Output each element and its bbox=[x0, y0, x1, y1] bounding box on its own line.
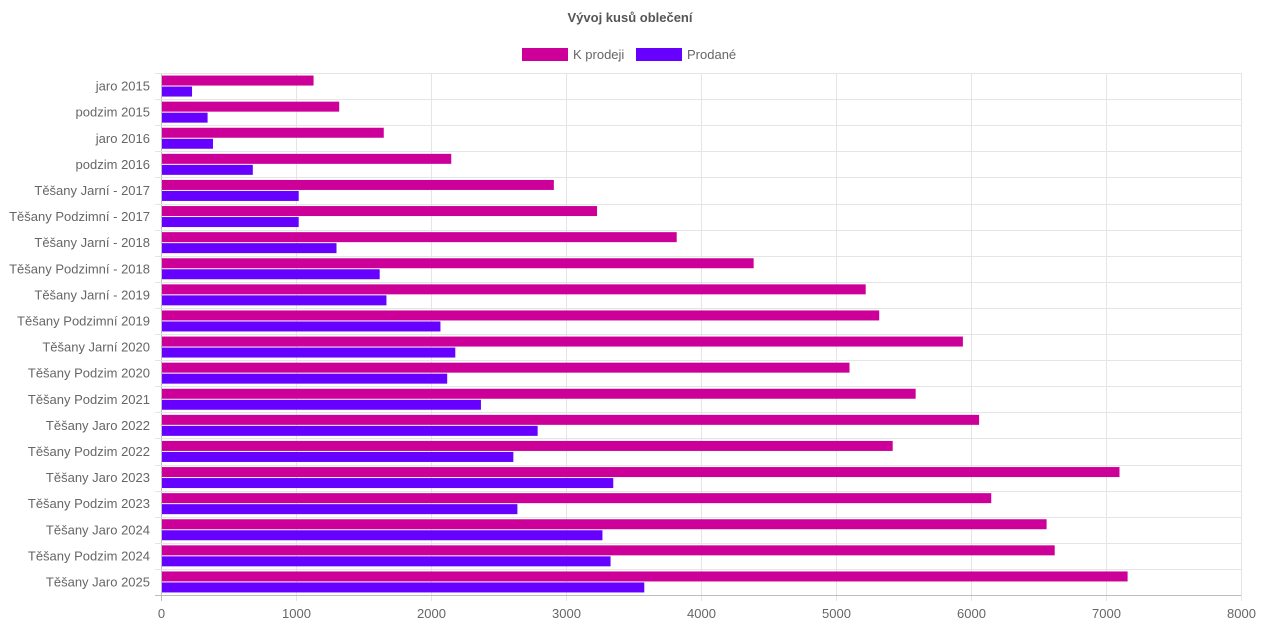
category-label: Těšany Jaro 2024 bbox=[46, 522, 150, 537]
category-labels: jaro 2015 podzim 2015 jaro 2016 podzim 2016… bbox=[9, 79, 150, 590]
bar-prodane bbox=[162, 373, 448, 384]
x-tick-label: 1000 bbox=[282, 606, 311, 621]
bar-k-prodeji bbox=[162, 362, 850, 373]
bar-k-prodeji bbox=[162, 545, 1055, 556]
bar-prodane bbox=[162, 243, 337, 254]
bar-prodane bbox=[162, 504, 518, 515]
category-label: Těšany Podzim 2023 bbox=[28, 496, 150, 511]
bar-k-prodeji bbox=[162, 440, 893, 451]
bar-prodane bbox=[162, 321, 441, 332]
category-label: Těšany Podzim 2021 bbox=[28, 392, 150, 407]
bar-prodane bbox=[162, 138, 213, 149]
x-tick-label: 8000 bbox=[1227, 606, 1256, 621]
category-label: Těšany Jaro 2025 bbox=[46, 574, 150, 589]
legend-label-k-prodeji[interactable]: K prodeji bbox=[573, 47, 624, 62]
bar-prodane bbox=[162, 347, 456, 358]
bar-k-prodeji bbox=[162, 336, 963, 347]
chart-title: Vývoj kusů oblečení bbox=[568, 10, 693, 25]
x-tick-label: 5000 bbox=[822, 606, 851, 621]
category-label: Těšany Podzimní - 2017 bbox=[9, 209, 150, 224]
x-tick-label: 2000 bbox=[417, 606, 446, 621]
bar-prodane bbox=[162, 451, 514, 462]
x-tick-label: 0 bbox=[158, 606, 165, 621]
bar-prodane bbox=[162, 399, 481, 410]
bar-prodane bbox=[162, 269, 380, 280]
bar-k-prodeji bbox=[162, 519, 1047, 530]
category-label: Těšany Podzimní - 2018 bbox=[9, 261, 150, 276]
bar-prodane bbox=[162, 86, 193, 97]
bar-k-prodeji bbox=[162, 284, 866, 295]
bar-k-prodeji bbox=[162, 179, 554, 190]
x-tick-label: 3000 bbox=[552, 606, 581, 621]
bar-prodane bbox=[162, 530, 603, 541]
bar-k-prodeji bbox=[162, 493, 992, 504]
legend-swatch-prodane[interactable] bbox=[636, 48, 682, 61]
x-axis-tick-labels: 0 1000 2000 3000 4000 5000 6000 7000 8000 bbox=[158, 606, 1256, 621]
category-label: Těšany Jarní 2020 bbox=[42, 340, 150, 355]
category-label: Těšany Podzim 2022 bbox=[28, 444, 150, 459]
bar-prodane bbox=[162, 295, 387, 306]
legend-swatch-k-prodeji[interactable] bbox=[522, 48, 568, 61]
bar-prodane bbox=[162, 164, 253, 175]
category-label: Těšany Jarní - 2017 bbox=[34, 183, 150, 198]
bar-k-prodeji bbox=[162, 571, 1128, 582]
x-tick-label: 7000 bbox=[1092, 606, 1121, 621]
bars bbox=[162, 75, 1128, 593]
x-tick-label: 6000 bbox=[957, 606, 986, 621]
bar-prodane bbox=[162, 112, 208, 123]
bar-prodane bbox=[162, 217, 299, 228]
grid bbox=[155, 73, 1242, 601]
bar-k-prodeji bbox=[162, 101, 340, 112]
bar-k-prodeji bbox=[162, 388, 916, 399]
bar-prodane bbox=[162, 582, 645, 593]
category-label: podzim 2016 bbox=[76, 157, 150, 172]
bar-k-prodeji bbox=[162, 258, 754, 269]
bar-k-prodeji bbox=[162, 310, 880, 321]
bar-k-prodeji bbox=[162, 127, 384, 138]
bar-k-prodeji bbox=[162, 75, 314, 86]
category-label: Těšany Jaro 2023 bbox=[46, 470, 150, 485]
legend: K prodeji Prodané bbox=[522, 47, 736, 62]
bar-prodane bbox=[162, 425, 538, 436]
category-label: Těšany Jarní - 2018 bbox=[34, 235, 150, 250]
bar-k-prodeji bbox=[162, 232, 677, 243]
x-tick-label: 4000 bbox=[687, 606, 716, 621]
category-label: jaro 2016 bbox=[95, 131, 150, 146]
bar-prodane bbox=[162, 478, 614, 489]
bar-k-prodeji bbox=[162, 414, 980, 425]
bar-k-prodeji bbox=[162, 153, 452, 164]
bar-k-prodeji bbox=[162, 467, 1120, 478]
category-label: Těšany Jarní - 2019 bbox=[34, 287, 150, 302]
category-label: podzim 2015 bbox=[76, 105, 150, 120]
bar-k-prodeji bbox=[162, 206, 598, 217]
category-label: Těšany Jaro 2022 bbox=[46, 418, 150, 433]
bar-prodane bbox=[162, 190, 299, 201]
category-label: Těšany Podzimní 2019 bbox=[17, 313, 150, 328]
legend-label-prodane[interactable]: Prodané bbox=[687, 47, 736, 62]
bar-prodane bbox=[162, 556, 611, 567]
category-label: jaro 2015 bbox=[95, 79, 150, 94]
category-label: Těšany Podzim 2020 bbox=[28, 366, 150, 381]
category-label: Těšany Podzim 2024 bbox=[28, 548, 150, 563]
